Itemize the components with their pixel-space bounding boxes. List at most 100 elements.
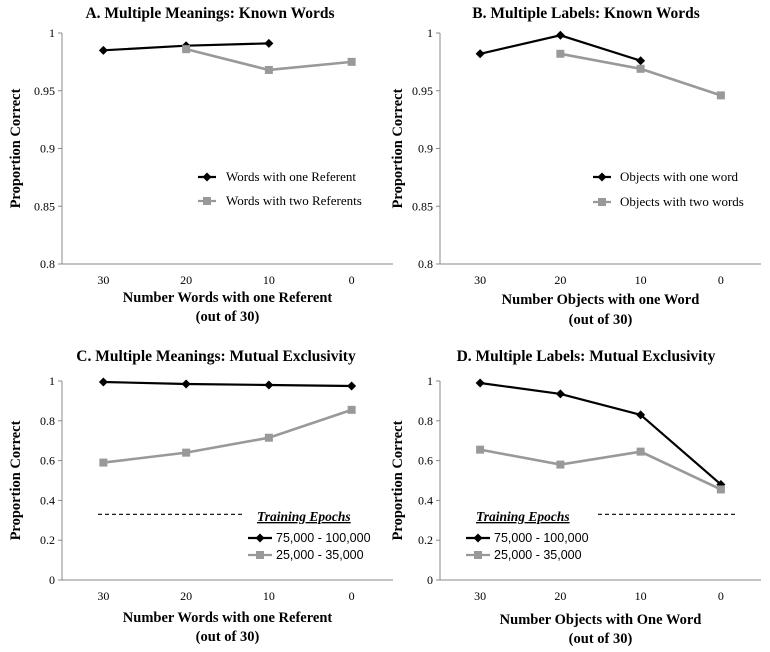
- y-tick-label: 0.2: [40, 533, 55, 547]
- series-line-1: [103, 380, 352, 388]
- x-axis-label-sub: (out of 30): [569, 312, 633, 328]
- x-tick-label: 20: [180, 589, 192, 603]
- series-line-2: [479, 448, 722, 491]
- y-tick-label: 0: [427, 573, 433, 587]
- data-point: [264, 65, 273, 74]
- x-tick-label: 30: [474, 273, 486, 287]
- x-axis-label-sub: (out of 30): [569, 631, 633, 647]
- y-tick-label: 1: [427, 26, 433, 40]
- x-tick-label: 20: [180, 273, 192, 287]
- x-tick-label: 10: [263, 273, 275, 287]
- data-point: [476, 445, 485, 454]
- series-line-1: [479, 381, 722, 486]
- data-point: [555, 30, 565, 40]
- x-tick-label: 30: [474, 589, 486, 603]
- legend-swatch-marker: [256, 551, 264, 559]
- y-tick-label: 0.85: [412, 199, 433, 213]
- y-tick-label: 0.6: [418, 454, 433, 468]
- y-tick-label: 1: [49, 26, 55, 40]
- data-point: [347, 57, 356, 66]
- legend-swatch-marker: [203, 197, 211, 205]
- data-point: [636, 64, 645, 73]
- legend-swatch-marker: [474, 551, 482, 559]
- legend-label: 75,000 - 100,000: [494, 531, 589, 545]
- x-tick-label: 0: [349, 589, 355, 603]
- y-tick-label: 1: [49, 374, 55, 388]
- y-axis-label: Proportion Correct: [390, 420, 406, 540]
- data-point: [556, 460, 565, 469]
- x-tick-label: 0: [718, 273, 724, 287]
- x-axis-label: Number Objects with one Word: [502, 292, 700, 308]
- legend-label: 25,000 - 35,000: [494, 548, 582, 562]
- legend-label: 25,000 - 35,000: [276, 548, 364, 562]
- chart-title: B. Multiple Labels: Known Words: [472, 5, 700, 22]
- legend-swatch-marker: [255, 533, 265, 543]
- y-tick-label: 0.2: [418, 533, 433, 547]
- data-point: [99, 458, 108, 467]
- y-tick-label: 0.85: [34, 199, 55, 213]
- y-tick-label: 0.9: [40, 142, 55, 156]
- y-tick-label: 0.8: [418, 257, 433, 271]
- legend-label: 75,000 - 100,000: [276, 531, 371, 545]
- data-point: [716, 91, 725, 100]
- data-point: [264, 38, 274, 48]
- data-point: [347, 405, 356, 414]
- y-tick-label: 0.8: [40, 257, 55, 271]
- legend-label: Words with two Referents: [226, 193, 362, 208]
- x-tick-label: 0: [349, 273, 355, 287]
- y-tick-label: 0.9: [418, 142, 433, 156]
- y-tick-label: 0.95: [412, 84, 433, 98]
- legend-label: Objects with one word: [620, 169, 739, 184]
- legend-label: Objects with two words: [620, 194, 744, 209]
- data-point: [475, 49, 485, 59]
- chart-title: A. Multiple Meanings: Known Words: [85, 5, 334, 22]
- chart-title: D. Multiple Labels: Mutual Exclusivity: [457, 348, 716, 365]
- legend-swatch-marker: [202, 172, 212, 182]
- y-tick-label: 0: [49, 573, 55, 587]
- data-point: [636, 410, 646, 420]
- data-point: [182, 448, 191, 457]
- legend-label: Words with one Referent: [226, 169, 356, 184]
- data-point: [264, 380, 274, 390]
- data-point: [716, 485, 725, 494]
- x-axis-label-sub: (out of 30): [196, 629, 260, 645]
- x-tick-label: 30: [97, 273, 109, 287]
- data-point: [636, 56, 646, 66]
- chart-title: C. Multiple Meanings: Mutual Exclusivity: [76, 348, 356, 365]
- legend-title: Training Epochs: [257, 509, 351, 524]
- y-axis-label: Proportion Correct: [8, 420, 24, 540]
- data-point: [182, 45, 191, 54]
- x-tick-label: 0: [718, 589, 724, 603]
- data-point: [636, 447, 645, 456]
- data-point: [475, 378, 485, 388]
- series-line-2: [103, 408, 353, 464]
- data-point: [181, 379, 191, 389]
- data-point: [347, 381, 357, 391]
- x-tick-label: 10: [263, 589, 275, 603]
- x-axis-label: Number Objects with One Word: [500, 612, 702, 628]
- y-tick-label: 0.4: [418, 493, 433, 507]
- data-point: [98, 45, 108, 55]
- x-tick-label: 10: [635, 273, 647, 287]
- legend-swatch-marker: [598, 198, 606, 206]
- x-tick-label: 20: [554, 273, 566, 287]
- x-axis-label-sub: (out of 30): [196, 309, 260, 325]
- y-tick-label: 0.95: [34, 84, 55, 98]
- x-axis-label: Number Words with one Referent: [123, 290, 333, 306]
- y-tick-label: 0.8: [40, 414, 55, 428]
- data-point: [264, 433, 273, 442]
- data-point: [556, 49, 565, 58]
- y-axis-label: Proportion Correct: [8, 88, 24, 208]
- y-tick-label: 1: [427, 374, 433, 388]
- x-tick-label: 20: [554, 589, 566, 603]
- y-tick-label: 0.8: [418, 414, 433, 428]
- legend-title: Training Epochs: [476, 509, 570, 524]
- x-axis-label: Number Words with one Referent: [123, 610, 333, 626]
- y-tick-label: 0.6: [40, 454, 55, 468]
- data-point: [98, 377, 108, 387]
- y-tick-label: 0.4: [40, 493, 55, 507]
- legend-swatch-marker: [597, 172, 607, 182]
- legend-swatch-marker: [473, 533, 483, 543]
- y-axis-label: Proportion Correct: [390, 88, 406, 208]
